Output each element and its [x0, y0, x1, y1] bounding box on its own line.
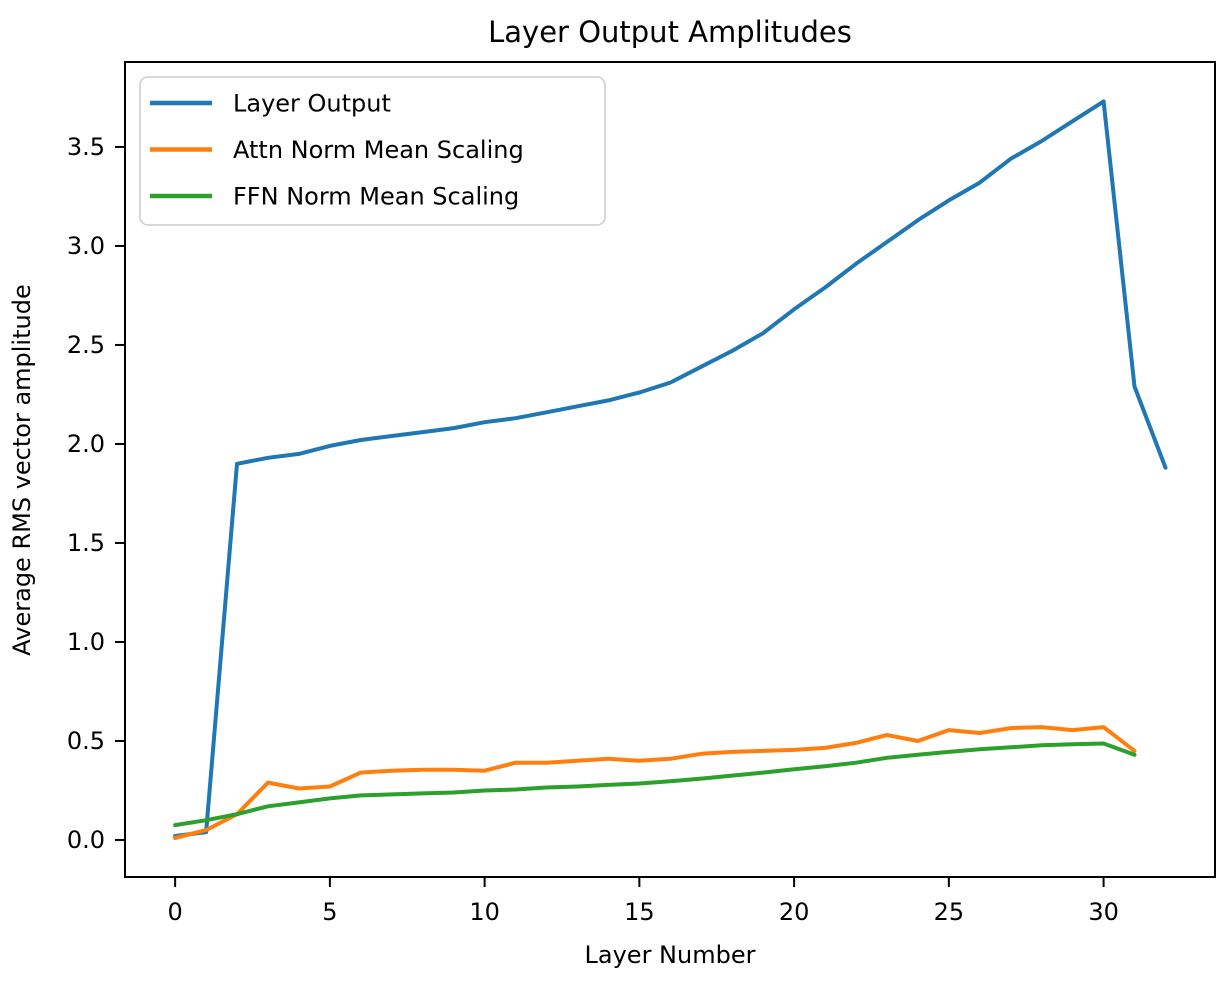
- x-tick-label: 25: [934, 898, 965, 926]
- x-tick-label: 5: [322, 898, 337, 926]
- y-tick-label: 2.0: [67, 430, 105, 458]
- x-tick-label: 0: [167, 898, 182, 926]
- legend-label: FFN Norm Mean Scaling: [233, 183, 519, 211]
- x-tick-label: 30: [1088, 898, 1119, 926]
- x-tick-label: 10: [469, 898, 500, 926]
- y-axis-label: Average RMS vector amplitude: [8, 284, 36, 655]
- series-line-attn-norm-mean-scaling: [173, 725, 1137, 840]
- y-tick-label: 0.5: [67, 727, 105, 755]
- x-tick-label: 15: [624, 898, 655, 926]
- legend-box: [139, 76, 606, 226]
- y-tick-label: 2.5: [67, 331, 105, 359]
- series-line-ffn-norm-mean-scaling: [173, 741, 1137, 828]
- legend-items: Layer Output Attn Norm Mean Scaling FFN No…: [150, 90, 524, 211]
- legend-label: Attn Norm Mean Scaling: [233, 136, 524, 164]
- y-tick-label: 1.0: [67, 628, 105, 656]
- y-tick-label: 0.0: [67, 826, 105, 854]
- y-tick-label: 3.5: [67, 133, 105, 161]
- series-line-layer-output: [173, 99, 1168, 838]
- y-axis-ticks: 0.0 0.5 1.0 1.5 2.0 2.5 3.0 3.5: [67, 133, 125, 854]
- chart-title: Layer Output Amplitudes: [488, 15, 852, 49]
- x-tick-label: 20: [779, 898, 810, 926]
- y-tick-label: 3.0: [67, 232, 105, 260]
- legend-label: Layer Output: [233, 90, 391, 118]
- legend: Layer Output Attn Norm Mean Scaling FFN No…: [139, 76, 606, 226]
- x-axis-ticks: 0 5 10 15 20 25 30: [167, 877, 1119, 926]
- y-tick-label: 1.5: [67, 529, 105, 557]
- x-axis-label: Layer Number: [585, 941, 756, 969]
- series-lines: [173, 99, 1168, 840]
